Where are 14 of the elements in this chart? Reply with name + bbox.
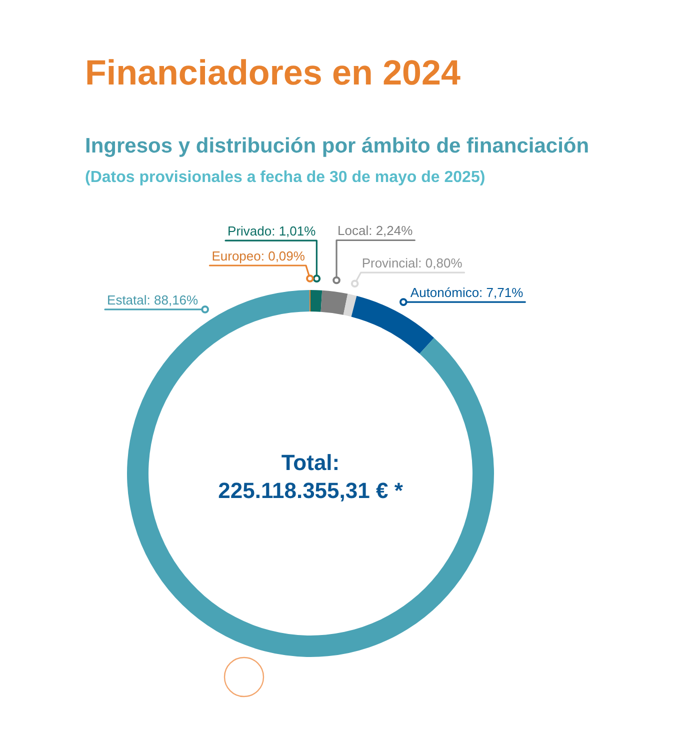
donut-slice <box>320 290 348 315</box>
chart-title: Financiadores en 2024 <box>85 54 461 92</box>
text: (Datos provisionales a fecha de 30 de mayo de 2025) <box>85 169 486 186</box>
donut-slice <box>310 290 322 312</box>
slice-label: Europeo: 0,09% <box>212 248 306 264</box>
slice-label: Provincial: 0,80% <box>362 256 463 271</box>
chart-subtitle: Ingresos y distribución por ámbito de financiación <box>85 134 590 158</box>
slice-label: Estatal: 88,16% <box>107 292 199 308</box>
text: Total: 225.118.355,31 € * <box>218 450 404 503</box>
donut-slice <box>351 296 434 354</box>
donut-slice <box>343 294 357 317</box>
slice-label: Autonómico: 7,71% <box>410 285 524 300</box>
slice-label: Privado: 1,01% <box>228 224 316 239</box>
slice-label: Local: 2,24% <box>338 223 414 238</box>
